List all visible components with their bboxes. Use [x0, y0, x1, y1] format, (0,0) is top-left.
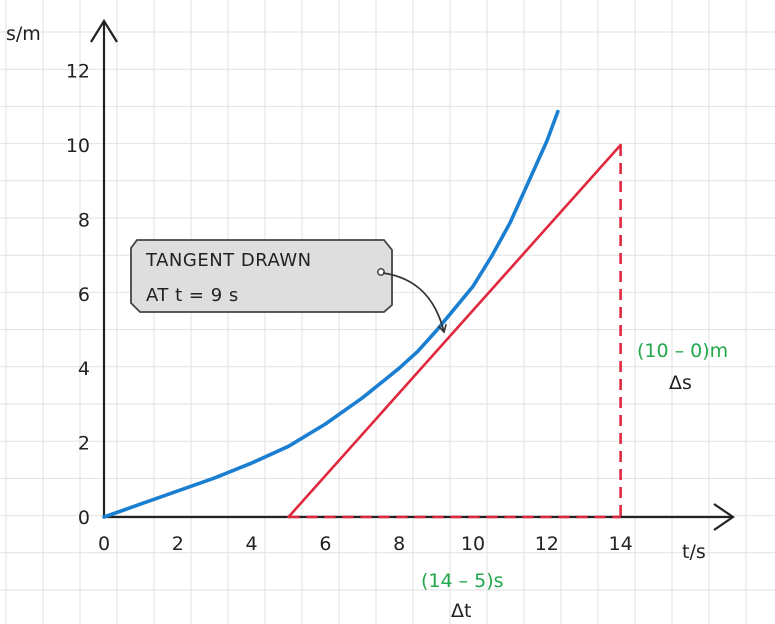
delta-s-symbol: Δs — [669, 372, 692, 394]
y-tick-labels: 0 2 4 6 8 10 12 — [66, 61, 90, 529]
callout-box — [130, 239, 393, 313]
x-axis-label: t/s — [682, 541, 706, 563]
x-tick-label: 10 — [461, 533, 485, 555]
y-tick-label: 4 — [78, 358, 90, 380]
x-axis-arrowhead — [713, 503, 735, 531]
displacement-curve — [102, 109, 560, 519]
y-tick-label: 6 — [78, 284, 90, 306]
y-tick-label: 0 — [78, 507, 90, 529]
delta-t-value: (14 – 5)s — [421, 570, 504, 592]
tangent-line — [287, 143, 622, 519]
x-tick-label: 12 — [535, 533, 559, 555]
y-axis-arrowhead — [90, 18, 118, 43]
delta-t-symbol: Δt — [451, 600, 471, 622]
x-tick-label: 6 — [319, 533, 331, 555]
x-tick-label: 4 — [246, 533, 258, 555]
x-tick-label: 0 — [98, 533, 110, 555]
delta-s-value: (10 – 0)m — [637, 340, 728, 362]
x-tick-label: 2 — [172, 533, 184, 555]
x-tick-label: 8 — [393, 533, 405, 555]
y-axis-label: s/m — [6, 23, 41, 45]
y-tick-label: 12 — [66, 61, 90, 83]
callout-arrow — [382, 272, 447, 334]
y-tick-label: 8 — [78, 209, 90, 231]
tangent-callout: TANGENT DRAWN AT t = 9 s — [130, 239, 447, 334]
callout-line-1: TANGENT DRAWN — [145, 250, 312, 271]
x-tick-label: 14 — [609, 533, 633, 555]
y-tick-label: 2 — [78, 433, 90, 455]
callout-hole — [377, 268, 385, 276]
callout-line-2: AT t = 9 s — [146, 285, 239, 306]
y-tick-label: 10 — [66, 135, 90, 157]
x-tick-labels: 0 2 4 6 8 10 12 14 — [98, 533, 633, 555]
